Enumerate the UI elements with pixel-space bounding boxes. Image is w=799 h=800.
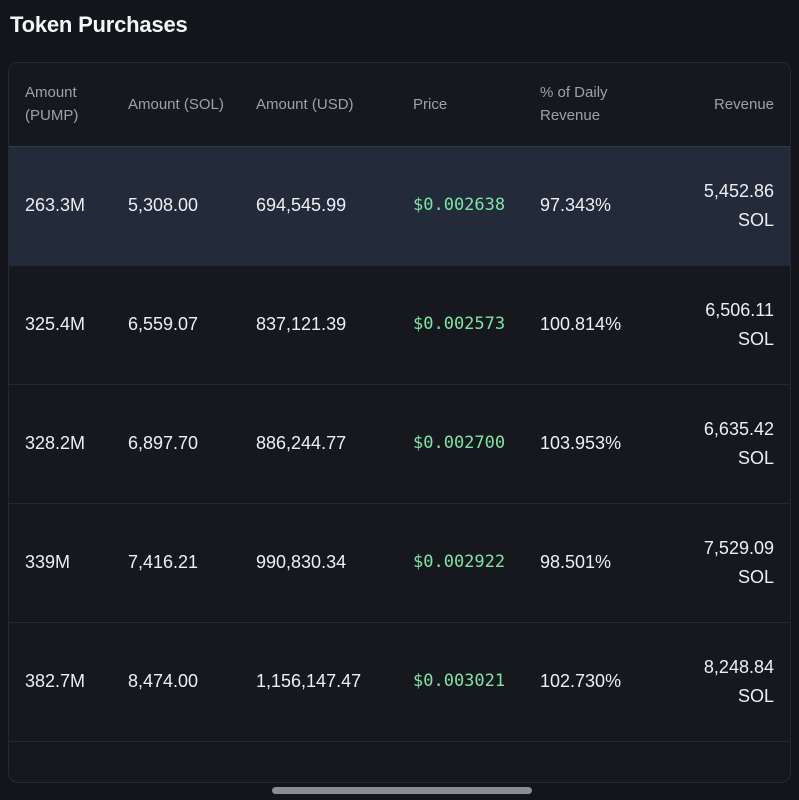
cell-revenue: 6,506.11 SOL bbox=[664, 264, 790, 384]
table-row[interactable]: 263.3M 5,308.00 694,545.99 $0.002638 97.… bbox=[9, 145, 790, 265]
column-header-amount-sol: Amount (SOL) bbox=[112, 63, 240, 146]
table-row[interactable]: 339M 7,416.21 990,830.34 $0.002922 98.50… bbox=[9, 502, 790, 622]
cell-amount-pump: 339M bbox=[9, 502, 112, 622]
cell-price: $0.002922 bbox=[397, 502, 524, 622]
page-title: Token Purchases bbox=[10, 12, 188, 37]
cell-price: $0.002573 bbox=[397, 264, 524, 384]
revenue-unit: SOL bbox=[737, 447, 774, 468]
column-header-amount-usd: Amount (USD) bbox=[240, 63, 397, 146]
table-header: Amount (PUMP) Amount (SOL) Amount (USD) … bbox=[9, 63, 790, 146]
table-row[interactable]: 325.4M 6,559.07 837,121.39 $0.002573 100… bbox=[9, 264, 790, 384]
cell-amount-sol: 6,897.70 bbox=[112, 383, 240, 503]
cell-amount-usd: 886,244.77 bbox=[240, 383, 397, 503]
column-header-pct-daily-revenue: % of Daily Revenue bbox=[524, 63, 664, 146]
revenue-unit: SOL bbox=[737, 685, 774, 706]
cell-pct-daily-revenue: 98.501% bbox=[524, 502, 664, 622]
token-purchases-table-card: Amount (PUMP) Amount (SOL) Amount (USD) … bbox=[8, 62, 791, 783]
token-purchases-table: Amount (PUMP) Amount (SOL) Amount (USD) … bbox=[9, 63, 790, 782]
revenue-value: 7,529.09 bbox=[703, 537, 774, 558]
cell-amount-sol: 8,474.00 bbox=[112, 621, 240, 741]
cell-pct-daily-revenue: 100.814% bbox=[524, 264, 664, 384]
cell-amount-sol: 6,559.07 bbox=[112, 264, 240, 384]
cell-revenue: 5,452.86 SOL bbox=[664, 145, 790, 265]
table-row[interactable]: 328.2M 6,897.70 886,244.77 $0.002700 103… bbox=[9, 383, 790, 503]
cell-pct-daily-revenue: 102.730% bbox=[524, 621, 664, 741]
cell-pct-daily-revenue: 103.953% bbox=[524, 383, 664, 503]
revenue-value: 6,635.42 bbox=[703, 418, 774, 439]
cell-revenue: 6,635.42 SOL bbox=[664, 383, 790, 503]
column-header-amount-pump: Amount (PUMP) bbox=[9, 63, 112, 146]
revenue-value: 8,248.84 bbox=[703, 656, 774, 677]
column-header-revenue: Revenue bbox=[664, 63, 790, 146]
cell-price: $0.002700 bbox=[397, 383, 524, 503]
cell-amount-usd: 1,156,147.47 bbox=[240, 621, 397, 741]
cell-amount-sol: 7,416.21 bbox=[112, 502, 240, 622]
cell-amount-pump: 325.4M bbox=[9, 264, 112, 384]
revenue-unit: SOL bbox=[737, 566, 774, 587]
cell-price: $0.002638 bbox=[397, 145, 524, 265]
table-row[interactable]: 382.7M 8,474.00 1,156,147.47 $0.003021 1… bbox=[9, 621, 790, 741]
revenue-value: 5,452.86 bbox=[703, 180, 774, 201]
cell-amount-usd: 837,121.39 bbox=[240, 264, 397, 384]
cell-amount-pump: 263.3M bbox=[9, 145, 112, 265]
cell-amount-pump: 382.7M bbox=[9, 621, 112, 741]
cell-pct-daily-revenue: 97.343% bbox=[524, 145, 664, 265]
cell-revenue: 7,529.09 SOL bbox=[664, 502, 790, 622]
horizontal-scrollbar-thumb[interactable] bbox=[272, 787, 532, 794]
revenue-value: 6,506.11 bbox=[705, 299, 774, 320]
revenue-unit: SOL bbox=[737, 328, 774, 349]
cell-revenue: 8,248.84 SOL bbox=[664, 621, 790, 741]
cell-price: $0.003021 bbox=[397, 621, 524, 741]
cell-amount-usd: 694,545.99 bbox=[240, 145, 397, 265]
cell-amount-sol: 5,308.00 bbox=[112, 145, 240, 265]
cell-amount-pump: 328.2M bbox=[9, 383, 112, 503]
revenue-unit: SOL bbox=[737, 209, 774, 230]
cell-amount-usd: 990,830.34 bbox=[240, 502, 397, 622]
column-header-price: Price bbox=[397, 63, 524, 146]
table-row-partial[interactable] bbox=[9, 740, 790, 782]
